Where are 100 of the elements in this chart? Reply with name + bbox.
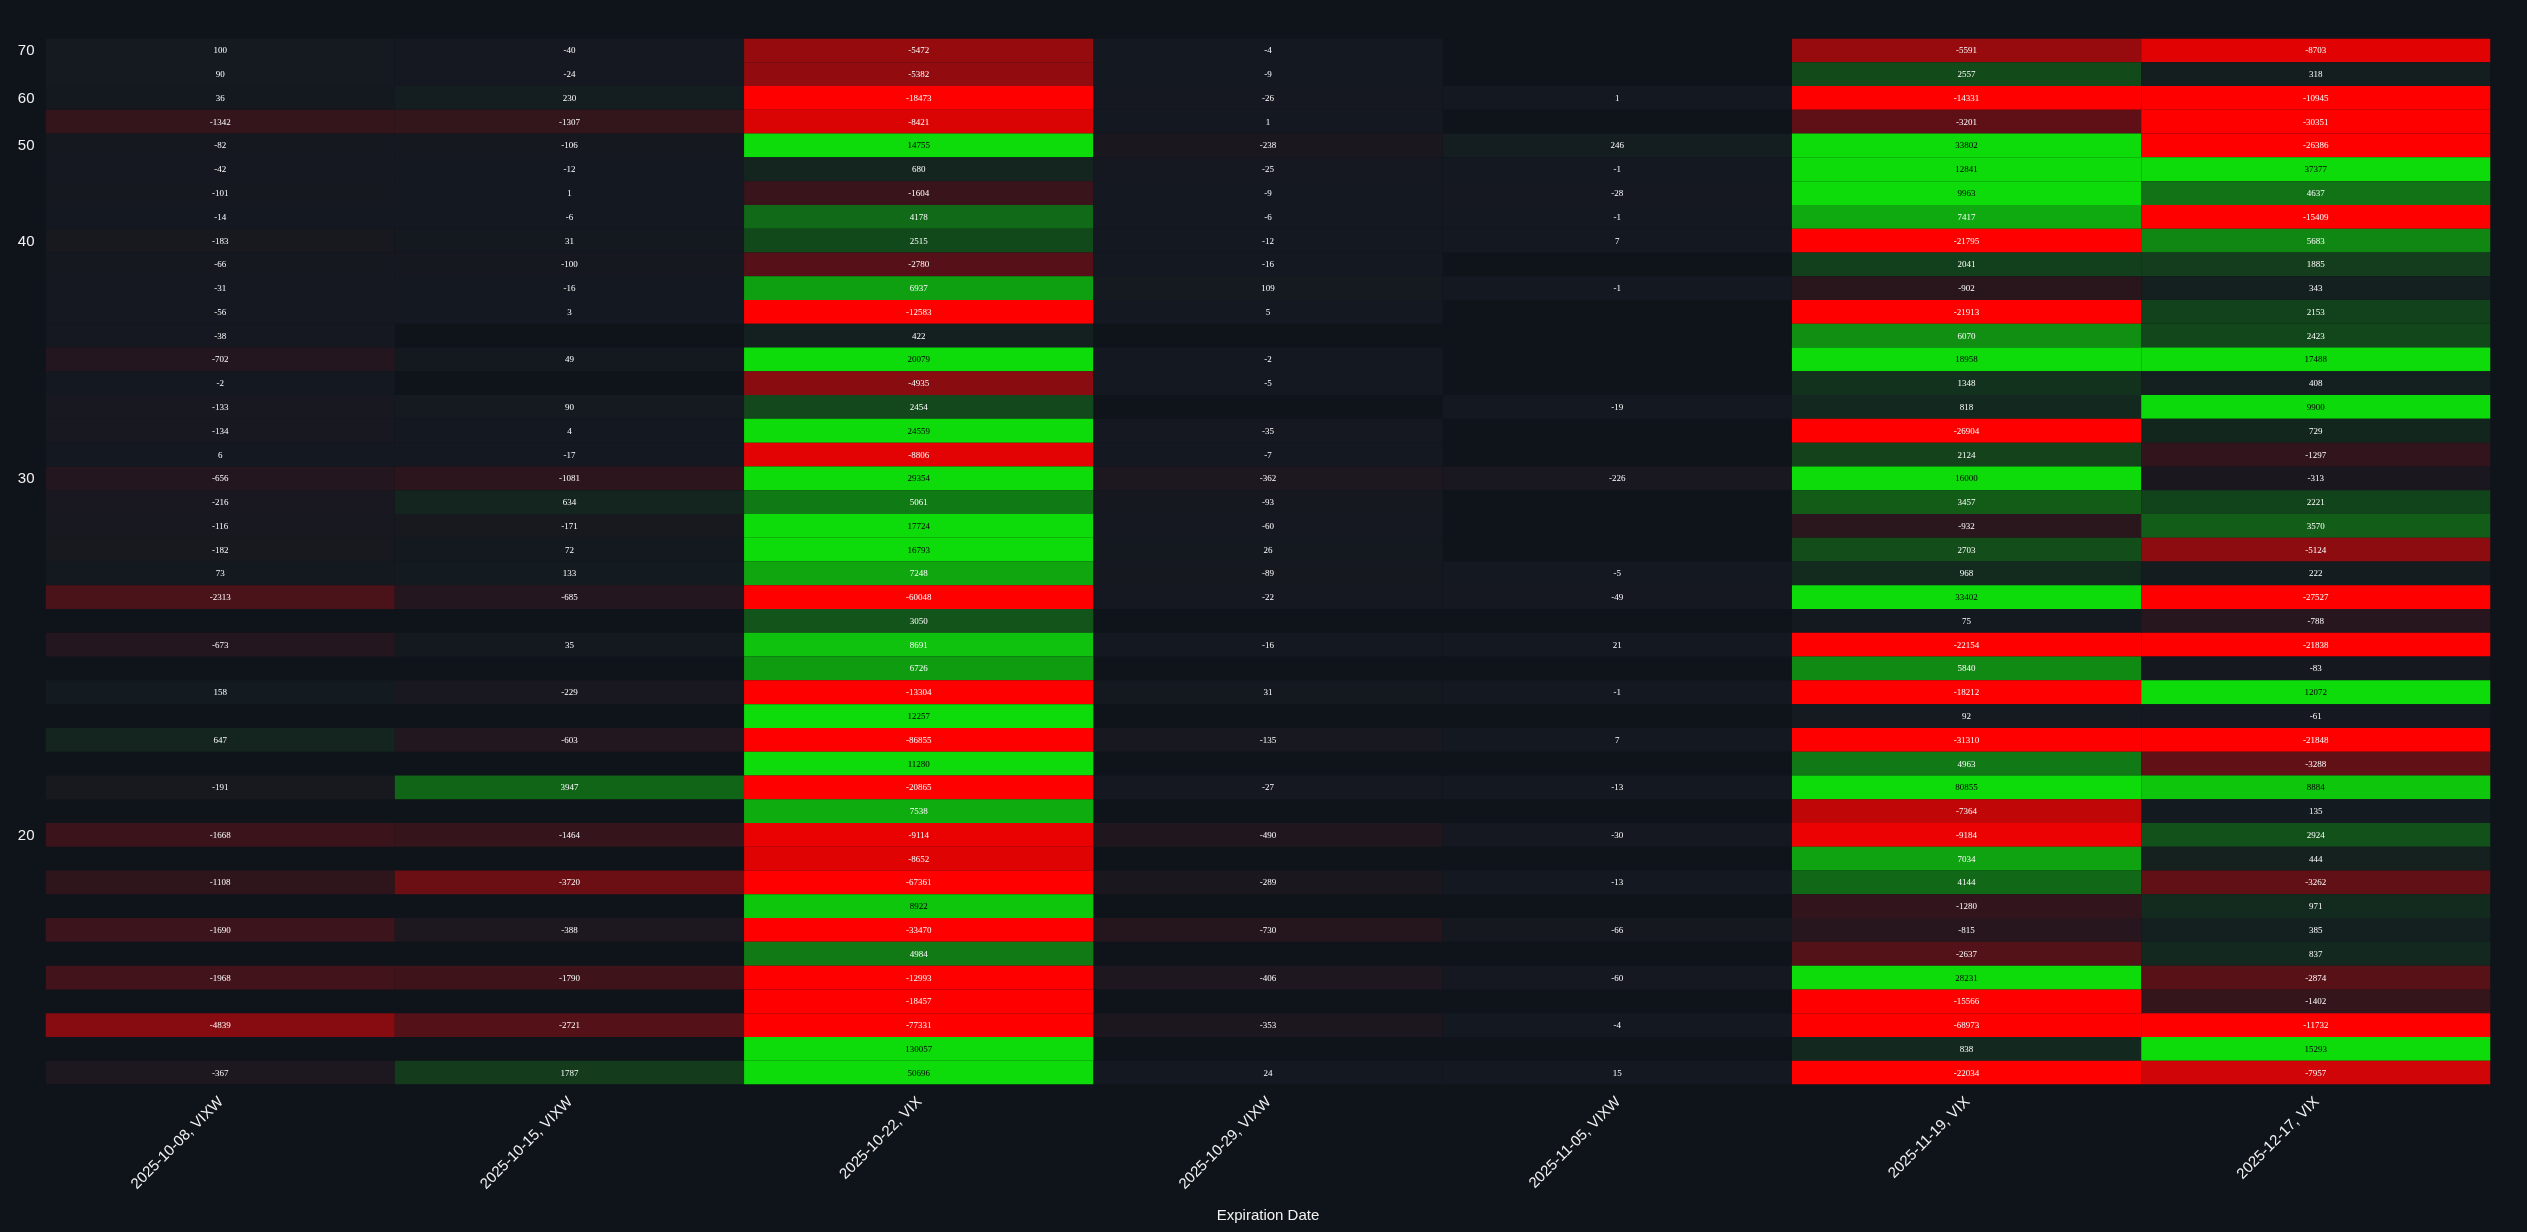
data-label: -13: [1611, 782, 1624, 793]
data-label: 5683: [2306, 235, 2326, 246]
data-label: -367: [211, 1067, 229, 1078]
data-label: -226: [1609, 473, 1627, 484]
data-label: 2124: [1957, 449, 1977, 460]
data-label: -16: [1262, 639, 1275, 650]
data-label: 28231: [1955, 972, 1978, 983]
data-label: 7: [1615, 235, 1621, 246]
data-label: -490: [1259, 829, 1277, 840]
data-label: 1: [1615, 92, 1620, 103]
data-label: 2557: [1957, 69, 1977, 80]
data-label: -24: [563, 69, 576, 80]
data-label: -8652: [908, 853, 930, 864]
data-label: -815: [1958, 924, 1976, 935]
data-label: -25: [1262, 164, 1275, 175]
data-label: -14: [214, 211, 227, 222]
data-label: 408: [2309, 378, 2324, 389]
data-label: 3050: [909, 615, 929, 626]
data-label: -66: [1611, 924, 1624, 935]
data-label: -902: [1958, 283, 1975, 294]
data-label: -42: [214, 164, 227, 175]
data-label: -133: [211, 401, 229, 412]
data-label: -2313: [209, 592, 232, 603]
data-label: 729: [2309, 425, 2324, 436]
data-label: -12: [563, 164, 576, 175]
data-label: -5382: [908, 69, 930, 80]
data-label: -656: [211, 473, 229, 484]
data-label: 968: [1959, 568, 1974, 579]
data-label: -1690: [209, 924, 232, 935]
data-label: -40: [563, 45, 576, 56]
data-label: -1402: [2305, 996, 2327, 1007]
data-label: -788: [2307, 615, 2325, 626]
data-label: -83: [2309, 663, 2323, 674]
y-tick-label: 20: [17, 825, 35, 843]
data-label: -8703: [2305, 45, 2327, 56]
data-label: 837: [2309, 948, 2324, 959]
data-label: 31: [1263, 687, 1273, 698]
data-label: -1464: [558, 829, 581, 840]
data-label: -183: [211, 235, 229, 246]
data-label: -13304: [905, 687, 932, 698]
data-label: 3457: [1957, 497, 1977, 508]
data-label: -12993: [905, 972, 932, 983]
data-label: 222: [2309, 568, 2323, 579]
data-label: 2454: [909, 401, 929, 412]
data-label: -932: [1958, 520, 1975, 531]
data-label: 17488: [2304, 354, 2328, 365]
data-label: -30: [1611, 829, 1624, 840]
data-label: -1081: [558, 473, 580, 484]
data-label: -2637: [1956, 948, 1978, 959]
data-label: -1790: [558, 972, 581, 983]
data-label: -82: [214, 140, 227, 151]
data-label: 26: [1263, 544, 1273, 555]
data-label: 20079: [907, 354, 931, 365]
data-label: -362: [1259, 473, 1277, 484]
data-label: -702: [211, 354, 229, 365]
data-label: -1307: [558, 116, 581, 127]
data-label: -106: [561, 140, 579, 151]
data-label: -26: [1262, 92, 1275, 103]
y-tick-label: 60: [17, 88, 35, 106]
data-label: 4144: [1957, 877, 1977, 888]
data-label: -93: [1262, 497, 1275, 508]
data-label: -8421: [908, 116, 930, 127]
data-label: -1297: [2305, 449, 2327, 460]
data-label: -9184: [1956, 829, 1978, 840]
data-label: 33402: [1955, 592, 1978, 603]
data-label: -21795: [1953, 235, 1980, 246]
data-label: 109: [1261, 283, 1276, 294]
data-label: -31310: [1953, 734, 1980, 745]
y-tick-label: 70: [17, 41, 35, 59]
data-label: 5840: [1957, 663, 1977, 674]
data-label: 318: [2309, 69, 2324, 80]
data-label: -388: [561, 924, 579, 935]
data-label: 12257: [907, 711, 931, 722]
data-label: 2703: [1957, 544, 1977, 555]
data-label: -100: [561, 259, 579, 270]
data-label: -18473: [905, 92, 932, 103]
data-label: -191: [211, 782, 229, 793]
data-label: -67361: [905, 877, 932, 888]
data-label: 1: [567, 188, 572, 199]
data-label: 37377: [2304, 164, 2328, 175]
data-label: -4839: [209, 1020, 232, 1031]
data-label: -216: [211, 497, 229, 508]
data-label: 24: [1263, 1067, 1273, 1078]
data-label: -730: [1259, 924, 1277, 935]
data-label: -5591: [1956, 45, 1978, 56]
data-label: -28: [1611, 188, 1624, 199]
data-label: -89: [1262, 568, 1275, 579]
data-label: -26904: [1953, 425, 1980, 436]
data-label: 72: [564, 544, 574, 555]
data-label: 50696: [907, 1067, 931, 1078]
data-label: -10945: [2303, 92, 2330, 103]
data-label: -9114: [908, 829, 930, 840]
data-label: 2153: [2306, 306, 2326, 317]
data-label: -86855: [905, 734, 932, 745]
data-label: 6726: [909, 663, 929, 674]
data-label: 6070: [1957, 330, 1977, 341]
data-label: 7538: [909, 806, 929, 817]
data-label: 80855: [1955, 782, 1979, 793]
data-label: -1280: [1956, 901, 1978, 912]
data-label: -2780: [908, 259, 930, 270]
